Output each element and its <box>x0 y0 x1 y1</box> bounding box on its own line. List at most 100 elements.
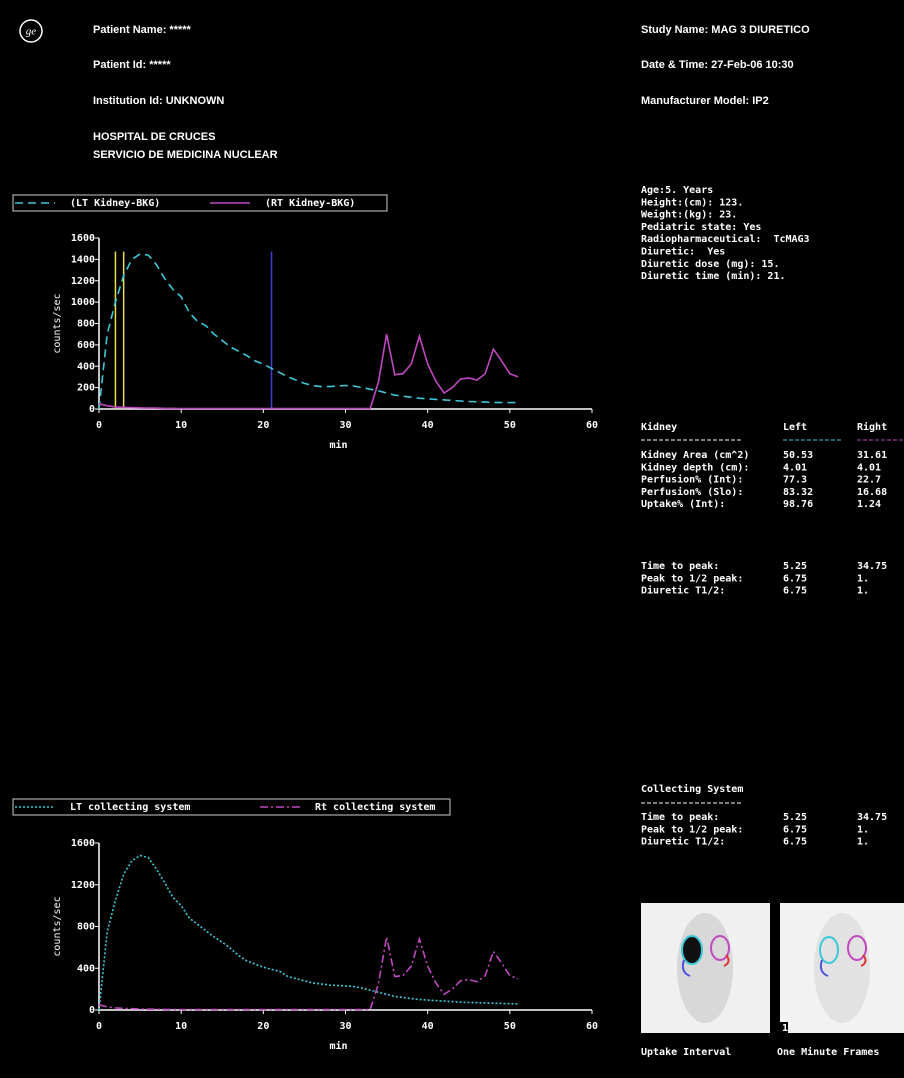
y-tick-label: 0 <box>89 404 95 415</box>
institution-id: Institution Id: UNKNOWN <box>93 95 224 107</box>
x-tick-label: 40 <box>422 1021 434 1032</box>
table-value: 22.7 <box>857 475 881 486</box>
table-label: Perfusion% (Int): <box>641 474 743 486</box>
table-value: 4.01 <box>857 462 881 473</box>
table-value: 5.25 <box>783 561 807 572</box>
table-value: 4.01 <box>783 462 807 473</box>
table-value: 77.3 <box>783 475 807 486</box>
table-value: 34.75 <box>857 812 887 823</box>
patient-id: Patient Id: ***** <box>93 59 171 71</box>
image-caption: One Minute Frames <box>777 1046 879 1058</box>
y-tick-label: 400 <box>77 361 95 372</box>
table-value: 1. <box>857 573 869 584</box>
table-header: Left <box>783 422 807 433</box>
y-tick-label: 1000 <box>71 297 95 308</box>
y-tick-label: 200 <box>77 383 95 394</box>
table-label: Peak to 1/2 peak: <box>641 573 743 584</box>
x-tick-label: 20 <box>257 420 269 431</box>
series-line <box>99 334 518 408</box>
patient-info-line: Diuretic time (min): 21. <box>641 270 786 282</box>
x-tick-label: 0 <box>96 420 102 431</box>
patient-name: Patient Name: ***** <box>93 24 192 36</box>
table-value: 1. <box>857 586 869 597</box>
x-tick-label: 0 <box>96 1021 102 1032</box>
y-tick-label: 1200 <box>71 880 95 891</box>
table-value: 1. <box>857 837 869 848</box>
image-caption: Uptake Interval <box>641 1047 731 1058</box>
legend-label: (RT Kidney-BKG) <box>265 197 355 209</box>
x-tick-label: 30 <box>339 1021 351 1032</box>
legend-label: (LT Kidney-BKG) <box>70 197 160 209</box>
table-value: 5.25 <box>783 812 807 823</box>
table-value: 6.75 <box>783 586 807 597</box>
series-line <box>99 856 518 1011</box>
y-tick-label: 1600 <box>71 233 95 244</box>
table-label: Time to peak: <box>641 811 719 823</box>
legend-label: LT collecting system <box>70 801 190 813</box>
table-header: Kidney <box>641 421 677 433</box>
hospital-line: HOSPITAL DE CRUCES <box>93 131 215 143</box>
table-value: 16.68 <box>857 487 887 498</box>
hospital-line: SERVICIO DE MEDICINA NUCLEAR <box>93 149 278 161</box>
x-tick-label: 10 <box>175 420 187 431</box>
patient-info-line: Pediatric state: Yes <box>641 221 761 233</box>
table-value: 1.24 <box>857 499 881 510</box>
table-value: 1. <box>857 824 869 835</box>
y-axis-label: counts/sec <box>52 293 63 353</box>
y-tick-label: 1200 <box>71 276 95 287</box>
table-value: 6.75 <box>783 837 807 848</box>
table-label: Time to peak: <box>641 560 719 572</box>
x-axis-label: min <box>329 439 347 451</box>
table-label: Diuretic T1/2: <box>641 836 725 848</box>
patient-info-line: Diuretic dose (mg): 15. <box>641 258 779 270</box>
x-tick-label: 50 <box>504 420 516 431</box>
table-value: 83.32 <box>783 487 813 498</box>
logo-mark: ge <box>26 26 37 38</box>
x-tick-label: 40 <box>422 420 434 431</box>
table-value: 98.76 <box>783 499 813 510</box>
frame-label: 1 <box>782 1023 788 1034</box>
manufacturer-model: Manufacturer Model: IP2 <box>641 95 769 107</box>
table-label: Kidney Area (cm^2) <box>641 449 749 461</box>
date-time: Date & Time: 27-Feb-06 10:30 <box>641 59 794 71</box>
x-tick-label: 10 <box>175 1021 187 1032</box>
x-tick-label: 30 <box>339 420 351 431</box>
y-tick-label: 1600 <box>71 838 95 849</box>
study-name: Study Name: MAG 3 DIURETICO <box>641 24 810 36</box>
table-value: 6.75 <box>783 824 807 835</box>
y-tick-label: 0 <box>89 1005 95 1016</box>
x-tick-label: 20 <box>257 1021 269 1032</box>
patient-info-line: Age:5. Years <box>641 185 713 196</box>
x-axis-label: min <box>329 1040 347 1052</box>
legend-label: Rt collecting system <box>315 801 435 813</box>
table-value: 50.53 <box>783 450 813 461</box>
patient-info-line: Height:(cm): 123. <box>641 196 743 208</box>
y-tick-label: 600 <box>77 340 95 351</box>
table-header: Right <box>857 421 887 433</box>
table-label: Perfusion% (Slo): <box>641 486 743 498</box>
x-tick-label: 50 <box>504 1021 516 1032</box>
table-title: Collecting System <box>641 783 743 795</box>
image-2 <box>780 903 904 1033</box>
page: ge Patient Name: ***** Patient Id: ***** I… <box>0 0 904 1078</box>
patient-info-line: Diuretic: Yes <box>641 246 725 258</box>
report: ge Patient Name: ***** Patient Id: ***** I… <box>0 0 904 1078</box>
x-tick-label: 60 <box>586 420 598 431</box>
y-tick-label: 400 <box>77 963 95 974</box>
table-label: Kidney depth (cm): <box>641 461 749 473</box>
patient-info-line: Radiopharmaceutical: TcMAG3 <box>641 233 810 245</box>
table-value: 6.75 <box>783 573 807 584</box>
table-label: Diuretic T1/2: <box>641 585 725 597</box>
table-label: Peak to 1/2 peak: <box>641 824 743 835</box>
y-tick-label: 800 <box>77 922 95 933</box>
image-1 <box>641 903 770 1033</box>
table-value: 34.75 <box>857 561 887 572</box>
y-tick-label: 800 <box>77 319 95 330</box>
patient-info-line: Weight:(kg): 23. <box>641 209 737 221</box>
x-tick-label: 60 <box>586 1021 598 1032</box>
table-value: 31.61 <box>857 450 887 461</box>
y-tick-label: 1400 <box>71 254 95 265</box>
series-line <box>99 937 518 1010</box>
y-axis-label: counts/sec <box>52 896 63 956</box>
table-label: Uptake% (Int): <box>641 499 725 510</box>
